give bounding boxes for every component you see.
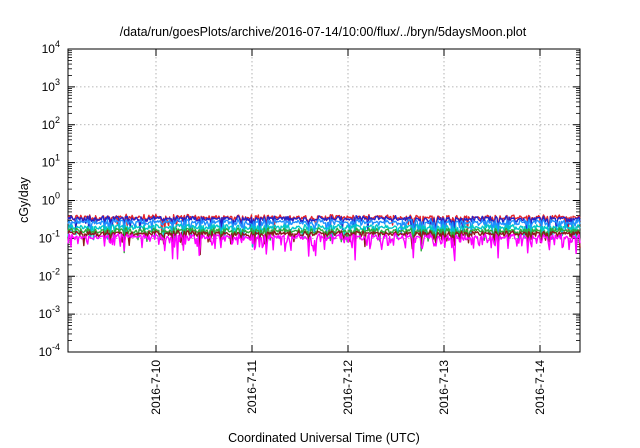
y-tick-label: 10-3 [39, 304, 60, 321]
y-tick-label: 10-1 [39, 228, 60, 245]
y-tick-label: 103 [42, 77, 60, 94]
x-tick-labels: 2016-7-10 2016-7-11 2016-7-12 2016-7-13 2016… [149, 360, 547, 415]
series-line [67, 230, 581, 256]
x-tick-label: 2016-7-14 [533, 360, 547, 415]
y-tick-label: 10-4 [39, 342, 60, 359]
y-tick-label: 101 [42, 153, 60, 170]
axis-ticks [68, 48, 580, 353]
x-tick-label: 2016-7-12 [341, 360, 355, 415]
y-tick-label: 100 [42, 191, 60, 208]
grid-lines [68, 49, 580, 352]
x-tick-label: 2016-7-13 [437, 360, 451, 415]
x-tick-label: 2016-7-10 [149, 360, 163, 415]
y-tick-label: 10-2 [39, 266, 60, 283]
y-tick-labels: 10-4 10-3 10-2 10-1 100 101 102 103 104 [39, 39, 60, 359]
x-tick-label: 2016-7-11 [245, 360, 259, 414]
x-axis-label: Coordinated Universal Time (UTC) [228, 431, 420, 445]
y-tick-label: 104 [42, 39, 60, 56]
series-lines [67, 213, 581, 262]
chart-title: /data/run/goesPlots/archive/2016-07-14/1… [120, 25, 527, 39]
y-tick-label: 102 [42, 115, 60, 132]
series-line [67, 218, 581, 242]
series-line [67, 232, 581, 262]
y-axis-label: cGy/day [17, 176, 31, 223]
